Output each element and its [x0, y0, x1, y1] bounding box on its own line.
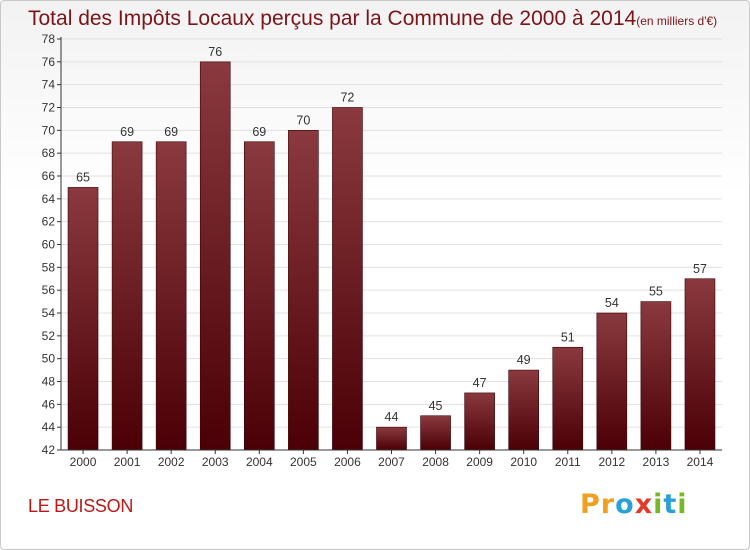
- bar-2001: [111, 141, 143, 451]
- bar-2011: [552, 346, 584, 451]
- y-tick-label: 64: [42, 192, 56, 206]
- logo-letter: o: [615, 489, 635, 520]
- logo-letter: t: [663, 489, 678, 520]
- bar-value-label: 47: [473, 376, 487, 390]
- proxiti-logo: Proxiti: [580, 489, 688, 520]
- y-tick-label: 78: [42, 32, 56, 46]
- bar-2007: [376, 426, 407, 451]
- x-tick-label: 2011: [555, 455, 581, 469]
- logo-letter: x: [634, 489, 654, 520]
- bar-2006: [332, 107, 363, 451]
- bar-value-label: 65: [76, 170, 90, 184]
- bar-value-label: 69: [252, 125, 266, 139]
- x-tick-label: 2007: [378, 455, 405, 469]
- bar-2003: [199, 61, 231, 451]
- chart-title: Total des Impôts Locaux perçus par la Co…: [28, 7, 717, 31]
- x-tick-label: 2004: [246, 455, 273, 469]
- y-tick-label: 62: [42, 215, 56, 229]
- x-tick-label: 2012: [598, 455, 625, 469]
- bar-2013: [640, 301, 672, 451]
- logo-letter: i: [677, 489, 688, 520]
- y-tick-label: 76: [42, 55, 56, 69]
- y-tick-label: 74: [42, 78, 56, 92]
- y-tick-label: 50: [42, 352, 56, 366]
- bar-value-label: 49: [517, 353, 531, 367]
- logo-letter: P: [580, 489, 601, 520]
- bar-value-label: 51: [561, 330, 575, 344]
- bar-2002: [155, 141, 187, 451]
- logo-letter: r: [600, 489, 616, 520]
- y-tick-label: 72: [42, 101, 56, 115]
- y-tick-label: 70: [42, 123, 56, 137]
- x-tick-label: 2013: [643, 455, 670, 469]
- chart-unit: (en milliers d'€): [636, 14, 718, 28]
- bar-2014: [684, 278, 716, 451]
- bar-value-label: 70: [296, 113, 310, 127]
- bar-2010: [508, 369, 540, 451]
- x-tick-label: 2006: [334, 455, 361, 469]
- logo-letter: i: [653, 489, 664, 520]
- y-tick-label: 66: [42, 169, 56, 183]
- bar-2009: [464, 392, 495, 451]
- x-tick-label: 2010: [510, 455, 537, 469]
- y-tick-label: 54: [42, 306, 56, 320]
- bar-value-label: 69: [120, 125, 134, 139]
- bar-value-label: 72: [340, 91, 354, 105]
- bar-value-label: 55: [649, 285, 663, 299]
- x-tick-label: 2001: [114, 455, 141, 469]
- y-tick-label: 42: [42, 443, 56, 457]
- x-tick-label: 2014: [687, 455, 714, 469]
- y-tick-label: 52: [42, 329, 56, 343]
- bar-value-label: 57: [693, 262, 707, 276]
- y-tick-label: 44: [42, 420, 56, 434]
- y-tick-label: 58: [42, 260, 56, 274]
- chart-title-text: Total des Impôts Locaux perçus par la Co…: [28, 7, 637, 30]
- bar-2012: [596, 312, 628, 451]
- bar-2005: [288, 130, 319, 451]
- y-tick-label: 46: [42, 397, 56, 411]
- y-tick-label: 56: [42, 283, 56, 297]
- bar-2004: [244, 141, 275, 451]
- bar-value-label: 44: [385, 410, 399, 424]
- y-tick-label: 48: [42, 375, 56, 389]
- y-tick-label: 60: [42, 238, 56, 252]
- x-tick-label: 2002: [158, 455, 185, 469]
- bar-value-label: 45: [429, 399, 443, 413]
- y-tick-label: 68: [42, 146, 56, 160]
- bar-value-label: 69: [164, 125, 178, 139]
- x-tick-label: 2003: [202, 455, 229, 469]
- x-tick-label: 2005: [290, 455, 317, 469]
- bar-value-label: 76: [208, 45, 222, 59]
- commune-name: LE BUISSON: [28, 496, 134, 516]
- bar-2008: [420, 415, 451, 451]
- x-tick-label: 2008: [422, 455, 449, 469]
- x-tick-label: 2009: [466, 455, 493, 469]
- bar-2000: [67, 187, 99, 451]
- bar-value-label: 54: [605, 296, 619, 310]
- x-tick-label: 2000: [70, 455, 97, 469]
